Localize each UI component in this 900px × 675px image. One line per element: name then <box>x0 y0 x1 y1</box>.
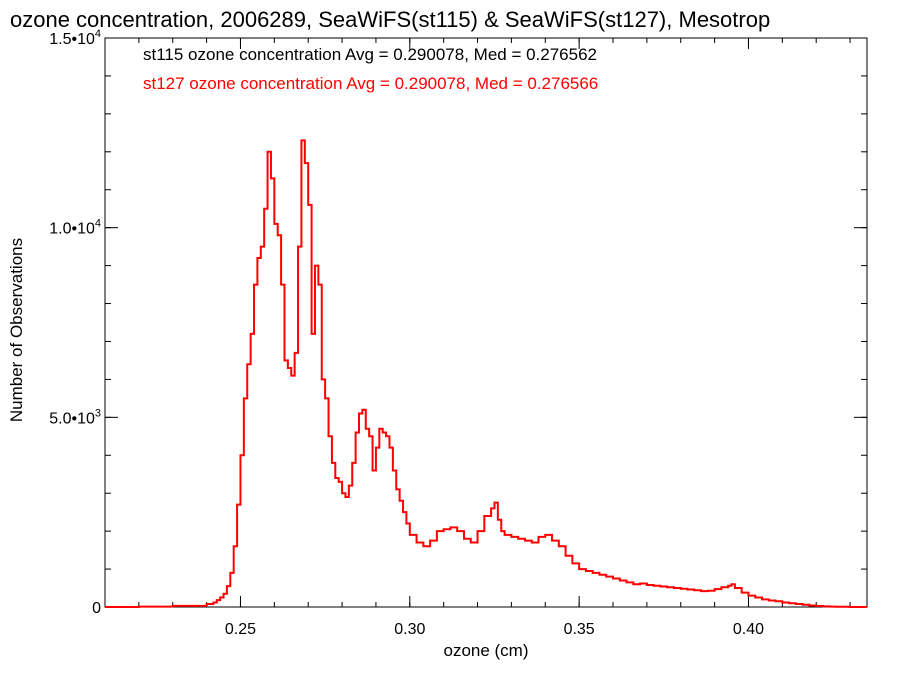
y-tick-label: 5.0•103 <box>49 407 101 427</box>
x-axis: 0.25 0.30 0.35 0.40 <box>104 38 851 638</box>
stats-annotation: st115 ozone concentration Avg = 0.290078… <box>143 45 597 64</box>
plot-border <box>104 37 868 608</box>
chart-title: ozone concentration, 2006289, SeaWiFS(st… <box>10 7 770 32</box>
stats-annotation: st127 ozone concentration Avg = 0.290078… <box>143 74 598 93</box>
y-tick-label: 1.5•104 <box>49 28 101 48</box>
series-layer <box>105 139 867 608</box>
x-tick-label: 0.40 <box>733 621 764 638</box>
y-axis-label: Number of Observations <box>7 238 26 422</box>
y-axis: 0 5.0•103 1.0•104 1.5•104 <box>49 28 867 617</box>
x-tick-label: 0.30 <box>394 621 425 638</box>
y-tick-label: 0 <box>92 600 101 617</box>
histogram-series-line <box>105 139 867 608</box>
y-tick-label: 1.0•104 <box>49 218 101 238</box>
annotations: st115 ozone concentration Avg = 0.290078… <box>143 45 598 93</box>
x-tick-label: 0.25 <box>225 621 256 638</box>
x-tick-label: 0.35 <box>564 621 595 638</box>
plot-frame <box>104 37 868 608</box>
x-axis-label: ozone (cm) <box>443 641 528 660</box>
